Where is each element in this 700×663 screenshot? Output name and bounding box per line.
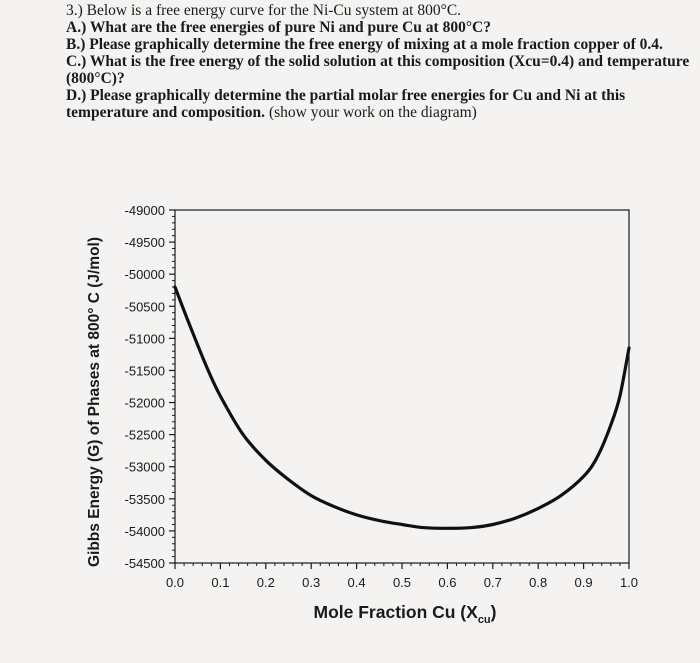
x-tick-label: 0.5 xyxy=(393,575,411,590)
y-tick-label: -53000 xyxy=(125,460,165,475)
x-tick-label: 0.9 xyxy=(575,575,593,590)
x-axis-label-close: ) xyxy=(491,602,497,622)
question-3: 3.) Below is a free energy curve for the… xyxy=(66,2,462,19)
question-c: C.) What is the free energy of the solid… xyxy=(66,53,690,87)
x-tick-label: 1.0 xyxy=(620,575,638,590)
y-tick-label: -52500 xyxy=(125,428,165,443)
y-tick-label: -50500 xyxy=(125,299,165,314)
x-axis-label-sub: cu xyxy=(478,614,491,626)
y-tick-label: -54500 xyxy=(125,556,165,571)
y-tick-label: -49500 xyxy=(125,235,165,250)
y-tick-label: -49000 xyxy=(125,203,165,218)
x-tick-label: 0.4 xyxy=(348,575,366,590)
question-b: B.) Please graphically determine the fre… xyxy=(66,36,663,53)
question-d-note: (show your work on the diagram) xyxy=(265,104,477,121)
y-tick-label: -50000 xyxy=(125,267,165,282)
y-tick-label: -51500 xyxy=(125,363,165,378)
x-tick-label: 0.1 xyxy=(211,575,229,590)
y-tick-label: -54000 xyxy=(125,524,165,539)
y-tick-label: -51000 xyxy=(125,331,165,346)
y-tick-label: -53500 xyxy=(125,492,165,507)
x-tick-label: 0.3 xyxy=(302,575,320,590)
question-d: D.) Please graphically determine the par… xyxy=(66,87,698,121)
y-axis-label: Gibbs Energy (G) of Phases at 800° C (J/… xyxy=(86,237,103,567)
plot-layer: -49000 -49500 -50000 -50500 -51000 -51500 -520… xyxy=(125,203,639,590)
x-tick-label: 0.2 xyxy=(257,575,275,590)
y-tick-label: -52000 xyxy=(125,396,165,411)
plot-frame xyxy=(174,209,630,564)
question-d-main: D.) Please graphically determine the par… xyxy=(66,87,626,121)
x-tick-label: 0.7 xyxy=(484,575,502,590)
gibbs-energy-curve xyxy=(173,285,631,530)
x-axis-label-main: Mole Fraction Cu (X xyxy=(314,602,479,622)
gibbs-energy-chart: -49000 -49500 -50000 -50500 -51000 -51500 -520… xyxy=(86,203,639,626)
question-block: 3.) Below is a free energy curve for the… xyxy=(66,2,698,121)
x-tick-label: 0.6 xyxy=(438,575,456,590)
question-a: A.) What are the free energies of pure N… xyxy=(66,19,491,36)
x-axis-label: Mole Fraction Cu (Xcu) xyxy=(314,602,497,626)
x-tick-label: 0.0 xyxy=(166,575,184,590)
x-tick-label: 0.8 xyxy=(529,575,547,590)
